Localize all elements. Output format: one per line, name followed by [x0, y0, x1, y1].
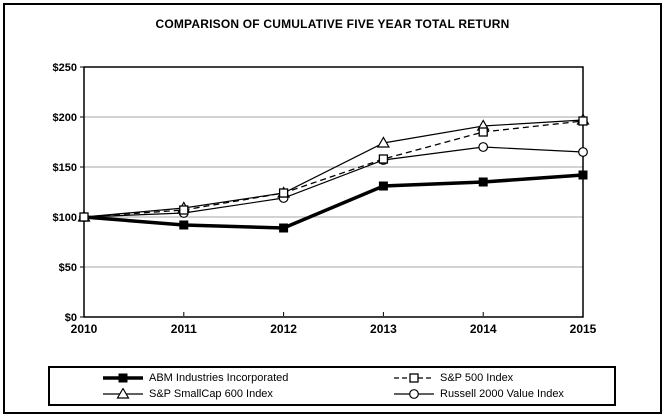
marker-open-triangle [376, 136, 390, 148]
x-axis-label: 2012 [270, 322, 297, 336]
x-axis-label: 2014 [470, 322, 497, 336]
marker-filled-square [279, 223, 289, 233]
x-axis-label: 2010 [71, 322, 98, 336]
marker-filled-square [578, 170, 588, 180]
x-axis-label: 2011 [171, 322, 197, 336]
y-axis-label: $100 [53, 212, 77, 224]
legend-item: ABM Industries Incorporated [50, 372, 393, 384]
legend-label: S&P 500 Index [440, 372, 514, 384]
y-axis-label: $50 [59, 262, 77, 274]
y-axis-label: $250 [53, 62, 77, 74]
series-line-0 [83, 173, 584, 230]
legend-sample-filled-square [103, 373, 143, 383]
series-line-2 [83, 119, 584, 218]
y-axis-label: $0 [65, 312, 77, 324]
marker-filled-square [478, 177, 488, 187]
series-line-3 [83, 146, 584, 218]
legend-label: ABM Industries Incorporated [149, 372, 289, 384]
marker-open-circle [578, 147, 588, 157]
marker-open-square [578, 116, 588, 126]
legend-sample-open-triangle [103, 388, 143, 399]
x-axis-label: 2013 [370, 322, 397, 336]
plot-border [83, 66, 584, 318]
legend-item: S&P 500 Index [393, 372, 614, 384]
x-axis-label: 2015 [570, 322, 597, 336]
marker-filled-square [118, 373, 128, 383]
legend-sample-open-circle [394, 389, 434, 399]
chart-title: COMPARISON OF CUMULATIVE FIVE YEAR TOTAL… [155, 17, 510, 31]
legend: ABM Industries Incorporated S&P 500 Index… [48, 366, 616, 406]
marker-open-square [179, 205, 189, 215]
marker-open-triangle [116, 388, 130, 399]
legend-sample-open-square [394, 373, 434, 383]
marker-open-circle [478, 142, 489, 152]
legend-item: S&P SmallCap 600 Index [50, 388, 393, 400]
marker-filled-square [179, 220, 189, 230]
y-axis-label: $200 [53, 112, 77, 124]
marker-open-circle [409, 389, 419, 399]
series-line-1 [83, 120, 584, 218]
marker-open-square [278, 188, 289, 198]
marker-filled-square [378, 181, 388, 191]
marker-open-square [478, 127, 488, 137]
legend-item: Russell 2000 Value Index [393, 388, 614, 400]
marker-open-square [409, 373, 419, 383]
y-axis-label: $150 [53, 162, 77, 174]
legend-label: S&P SmallCap 600 Index [149, 388, 273, 400]
marker-open-square [79, 212, 89, 222]
marker-open-square [378, 154, 389, 164]
legend-label: Russell 2000 Value Index [440, 388, 564, 400]
